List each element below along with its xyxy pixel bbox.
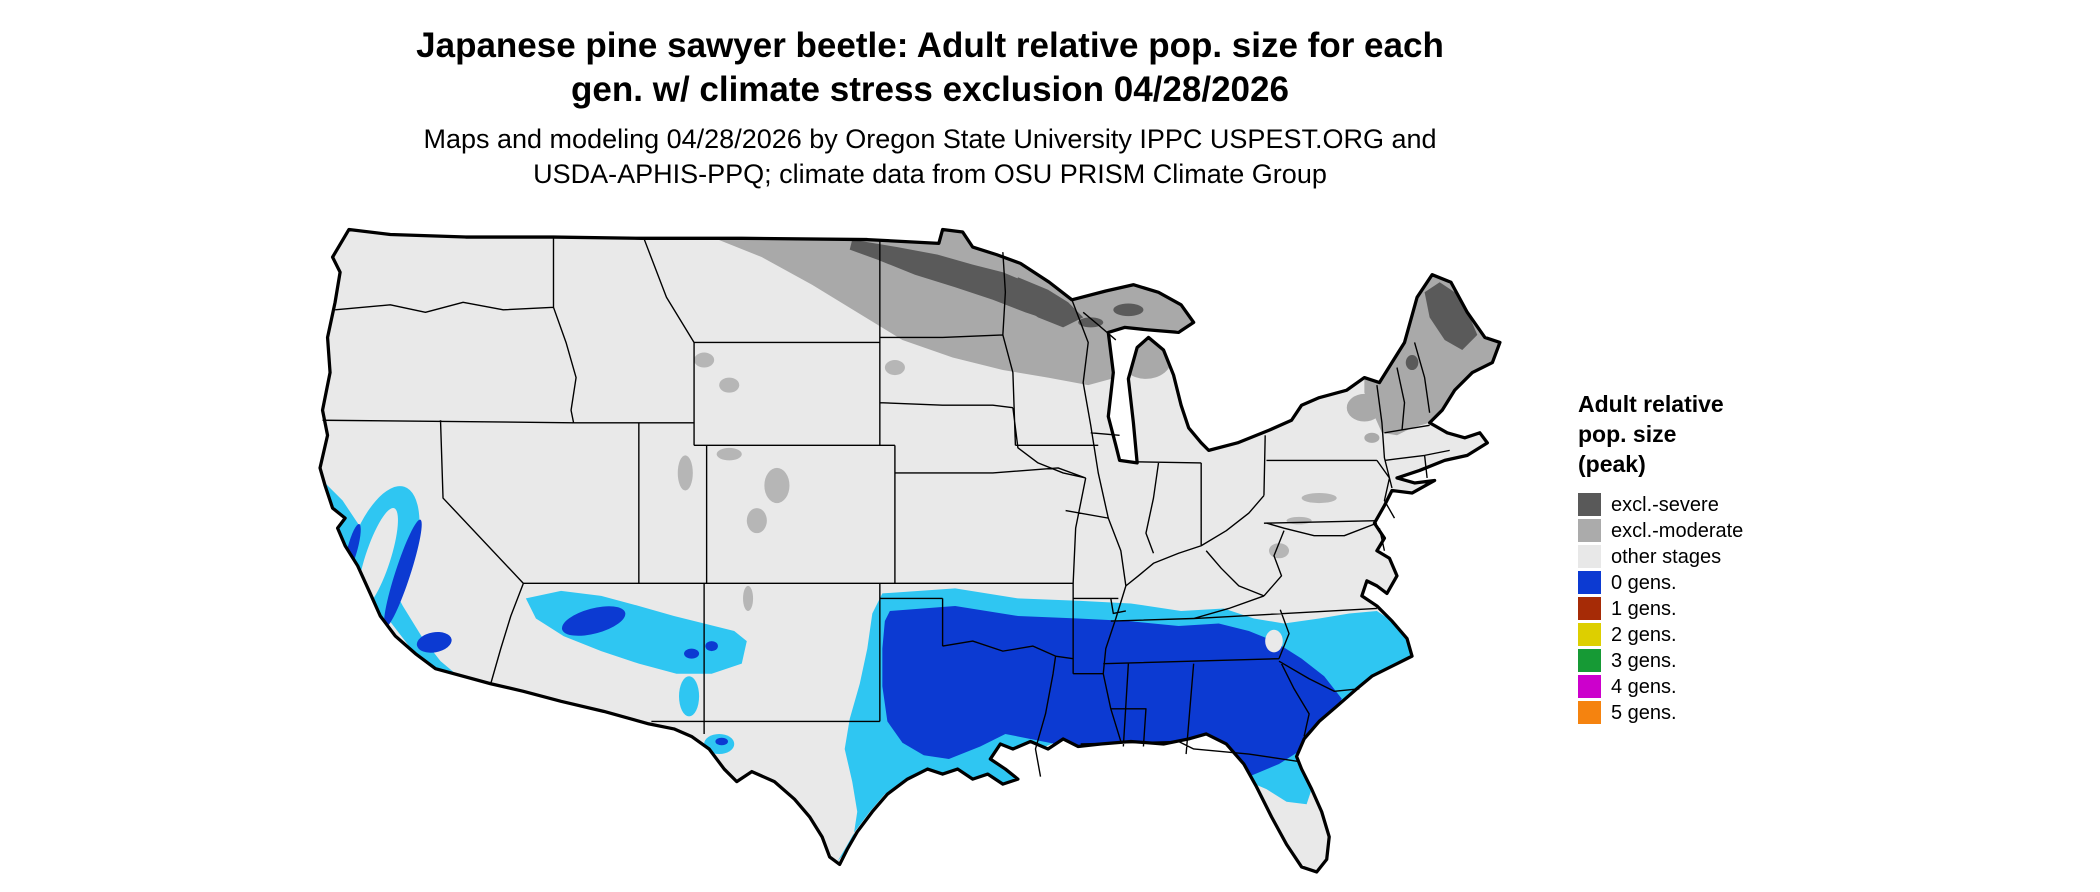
figure-subtitle-line2: USDA-APHIS-PPQ; climate data from OSU PR… — [533, 159, 1327, 190]
nation-outline — [318, 227, 1502, 874]
legend-swatch — [1578, 519, 1601, 543]
legend: Adult relative pop. size (peak) excl.-se… — [1578, 390, 1838, 726]
legend-swatch — [1578, 571, 1601, 595]
legend-item: 5 gens. — [1578, 700, 1838, 726]
legend-swatch — [1578, 597, 1601, 621]
legend-swatch — [1578, 545, 1601, 569]
map-region-appalachian-gap — [1265, 629, 1283, 653]
legend-swatch — [1578, 649, 1601, 673]
us-map — [315, 222, 1520, 882]
legend-label: 5 gens. — [1611, 701, 1677, 724]
legend-item: other stages — [1578, 544, 1838, 570]
figure-title: Japanese pine sawyer beetle: Adult relat… — [0, 24, 1860, 112]
legend-title-line3: (peak) — [1578, 450, 1646, 477]
legend-swatch — [1578, 493, 1601, 517]
legend-label: 2 gens. — [1611, 623, 1677, 646]
legend-item: 0 gens. — [1578, 570, 1838, 596]
figure-subtitle: Maps and modeling 04/28/2026 by Oregon S… — [0, 122, 1860, 192]
legend-title-line2: pop. size — [1578, 420, 1677, 447]
legend-item: 1 gens. — [1578, 596, 1838, 622]
map-layer-mountain-speckles — [677, 352, 1337, 611]
legend-label: 4 gens. — [1611, 675, 1677, 698]
map-layer-exclusion-severe — [849, 239, 1478, 371]
legend-label: 1 gens. — [1611, 597, 1677, 620]
legend-item: excl.-severe — [1578, 492, 1838, 518]
legend-title-line1: Adult relative — [1578, 391, 1724, 417]
legend-swatch — [1578, 675, 1601, 699]
legend-item: excl.-moderate — [1578, 518, 1838, 544]
legend-item: 3 gens. — [1578, 648, 1838, 674]
legend-label: 3 gens. — [1611, 649, 1677, 672]
legend-title: Adult relative pop. size (peak) — [1578, 390, 1838, 480]
legend-item: 4 gens. — [1578, 674, 1838, 700]
legend-label: 0 gens. — [1611, 571, 1677, 594]
figure-title-line2: gen. w/ climate stress exclusion 04/28/2… — [571, 69, 1289, 109]
map-fill-layers — [320, 229, 1500, 872]
figure-subtitle-line1: Maps and modeling 04/28/2026 by Oregon S… — [423, 124, 1437, 154]
us-map-svg — [318, 227, 1502, 874]
legend-label: other stages — [1611, 545, 1722, 568]
legend-swatch — [1578, 701, 1601, 725]
figure-title-line1: Japanese pine sawyer beetle: Adult relat… — [416, 26, 1444, 65]
legend-swatch — [1578, 623, 1601, 647]
map-region-central-valley — [357, 508, 398, 609]
legend-label: excl.-moderate — [1611, 519, 1744, 542]
legend-label: excl.-severe — [1611, 493, 1719, 516]
legend-item: 2 gens. — [1578, 622, 1838, 648]
